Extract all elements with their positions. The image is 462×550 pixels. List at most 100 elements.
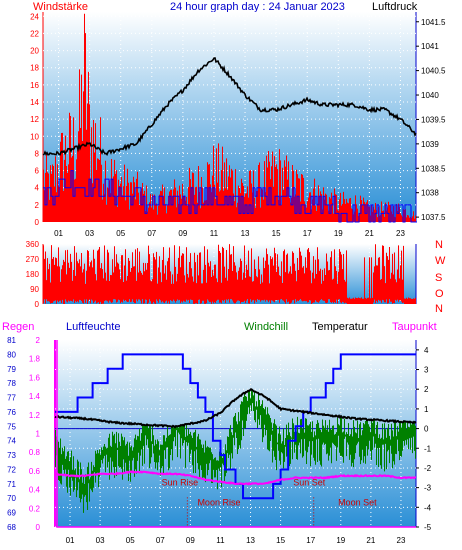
pressure-tick-label: 1040 bbox=[421, 91, 439, 100]
wind-tick-label: 16 bbox=[30, 81, 39, 90]
humidity-tick-label: 75 bbox=[7, 422, 16, 431]
wind-tick-label: 14 bbox=[30, 98, 39, 107]
rain-tick-label: 0.6 bbox=[29, 467, 41, 476]
wind-tick-label: 8 bbox=[35, 149, 40, 158]
rain-tick-label: 1.8 bbox=[29, 355, 41, 364]
hour-tick-label: 21 bbox=[366, 536, 375, 545]
humidity-tick-label: 73 bbox=[7, 451, 16, 460]
temp-tick-label: 0 bbox=[424, 425, 429, 434]
pressure-series bbox=[42, 57, 417, 156]
humidity-tick-label: 71 bbox=[7, 480, 16, 489]
rain-series bbox=[56, 340, 416, 528]
hour-tick-label: 07 bbox=[147, 229, 156, 238]
rain-label: Regen bbox=[2, 321, 34, 333]
direction-tick-label: 360 bbox=[26, 240, 40, 249]
pressure-axis-ticks: 1037.5 1038 1038.5 1039 1039.5 1040 1040.5 1041… bbox=[416, 18, 446, 222]
hour-tick-label: 21 bbox=[365, 229, 374, 238]
temperature-series bbox=[54, 387, 417, 429]
humidity-tick-label: 72 bbox=[7, 465, 16, 474]
hour-tick-label: 17 bbox=[303, 229, 312, 238]
hour-tick-label: 01 bbox=[54, 229, 63, 238]
direction-axis-ticks: 0 90 180 270 360 bbox=[26, 240, 40, 309]
hour-tick-label: 09 bbox=[186, 536, 195, 545]
pressure-tick-label: 1040.5 bbox=[421, 67, 446, 76]
hour-tick-label: 13 bbox=[246, 536, 255, 545]
temp-tick-label: -5 bbox=[424, 523, 432, 532]
pressure-axis-title: Luftdruck bbox=[372, 1, 418, 13]
wind-tick-label: 12 bbox=[30, 115, 39, 124]
compass-label: W bbox=[435, 255, 446, 267]
compass-label: N bbox=[435, 303, 443, 315]
hour-tick-label: 11 bbox=[216, 536, 225, 545]
hour-tick-label: 03 bbox=[96, 536, 105, 545]
humidity-tick-label: 78 bbox=[7, 379, 16, 388]
hour-tick-label: 15 bbox=[276, 536, 285, 545]
rain-tick-label: 1.6 bbox=[29, 373, 41, 382]
wind-direction-series bbox=[43, 244, 416, 304]
rain-tick-label: 1.4 bbox=[29, 392, 41, 401]
pressure-tick-label: 1041 bbox=[421, 42, 439, 51]
temp-tick-label: 3 bbox=[424, 366, 429, 375]
wind-tick-label: 0 bbox=[35, 218, 40, 227]
temp-humidity-series bbox=[54, 340, 417, 528]
temperature-axis-ticks: -5 -4 -3 -2 -1 0 1 2 3 4 bbox=[416, 346, 432, 532]
temp-tick-label: 1 bbox=[424, 405, 429, 414]
temp-tick-label: -2 bbox=[424, 464, 432, 473]
dewpoint-series bbox=[54, 470, 417, 486]
rain-axis-ticks: 0 0.2 0.4 0.6 0.8 1 1.2 1.4 1.6 1.8 2 bbox=[29, 336, 41, 532]
astro-annotation: Moon Rise bbox=[197, 497, 240, 507]
humidity-tick-label: 80 bbox=[7, 350, 16, 359]
hour-tick-label: 19 bbox=[336, 536, 345, 545]
hour-tick-label: 05 bbox=[116, 229, 125, 238]
compass-label: S bbox=[435, 272, 442, 284]
hour-tick-label: 13 bbox=[241, 229, 250, 238]
windchill-label: Windchill bbox=[244, 321, 288, 333]
astro-annotations: Sun Rise Sun Set Moon Rise Moon Set bbox=[162, 478, 377, 527]
wind-axis-title: Windstärke bbox=[33, 1, 88, 13]
rain-tick-label: 0.4 bbox=[29, 486, 41, 495]
hour-tick-label: 11 bbox=[210, 229, 219, 238]
rain-tick-label: 0.2 bbox=[29, 504, 41, 513]
astro-annotation: Sun Rise bbox=[162, 478, 199, 488]
temp-tick-label: 2 bbox=[424, 385, 429, 394]
astro-annotation: Sun Set bbox=[293, 478, 326, 488]
temp-humidity-x-ticks: 01 03 05 07 09 11 13 15 17 19 21 23 bbox=[66, 536, 406, 545]
direction-tick-label: 180 bbox=[26, 270, 40, 279]
wind-tick-label: 24 bbox=[30, 12, 39, 21]
wind-direction-series bbox=[43, 244, 416, 304]
wind-pressure-series bbox=[42, 13, 417, 223]
hour-tick-label: 09 bbox=[178, 229, 187, 238]
dewpoint-label: Taupunkt bbox=[392, 321, 437, 333]
temperature-label: Temperatur bbox=[312, 321, 368, 333]
rain-tick-label: 1 bbox=[36, 430, 41, 439]
pressure-tick-label: 1037.5 bbox=[421, 213, 446, 222]
rain-tick-label: 1.2 bbox=[29, 411, 41, 420]
hour-tick-label: 19 bbox=[334, 229, 343, 238]
humidity-tick-label: 81 bbox=[7, 336, 16, 345]
rain-tick-label: 0.8 bbox=[29, 448, 41, 457]
wind-mean-series bbox=[43, 170, 417, 223]
humidity-series bbox=[55, 353, 416, 500]
hour-tick-label: 23 bbox=[396, 229, 405, 238]
wind-tick-label: 18 bbox=[30, 64, 39, 73]
direction-tick-label: 90 bbox=[30, 285, 39, 294]
humidity-tick-label: 77 bbox=[7, 394, 16, 403]
wind-tick-label: 10 bbox=[30, 132, 39, 141]
wind-tick-label: 2 bbox=[35, 201, 40, 210]
pressure-tick-label: 1038 bbox=[421, 189, 439, 198]
hour-tick-label: 07 bbox=[156, 536, 165, 545]
humidity-tick-label: 69 bbox=[7, 509, 16, 518]
pressure-tick-label: 1039 bbox=[421, 140, 439, 149]
humidity-tick-label: 70 bbox=[7, 494, 16, 503]
humidity-tick-label: 68 bbox=[7, 523, 16, 532]
temp-tick-label: -4 bbox=[424, 503, 432, 512]
direction-tick-label: 270 bbox=[26, 255, 40, 264]
rain-tick-label: 2 bbox=[36, 336, 41, 345]
